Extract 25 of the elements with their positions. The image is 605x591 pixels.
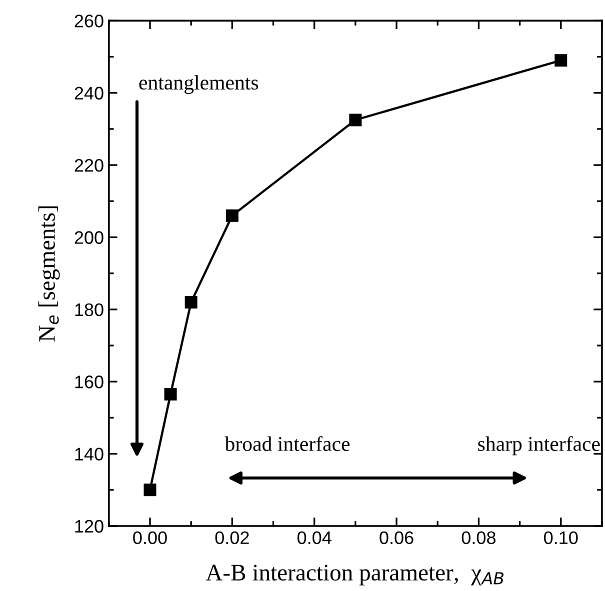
point <box>226 209 238 222</box>
point <box>554 54 568 67</box>
point <box>164 388 177 400</box>
y-tick-label: 260 <box>74 14 104 28</box>
y-tick-label: 220 <box>74 158 104 172</box>
x-axis-title: A-B interaction parameter, χ$_{AB}$ <box>206 564 504 586</box>
y-tick-label: 120 <box>75 520 104 533</box>
annotation: entanglements <box>139 75 258 94</box>
x-tick-label: 0.00 <box>133 531 167 544</box>
x-tick-label: 0.04 <box>297 531 332 544</box>
y-tick-label: 160 <box>75 376 104 388</box>
y-tick-label: 180 <box>75 303 104 316</box>
x-tick-label: 0.02 <box>215 531 249 544</box>
point <box>144 484 156 496</box>
y-tick-label: 200 <box>74 231 104 244</box>
annotation: broad interface <box>224 436 350 452</box>
y-tick-label: 240 <box>74 86 104 100</box>
x-tick-label: 0.10 <box>544 531 578 544</box>
y-tick-label: 140 <box>75 448 104 461</box>
y-axis-title: N$_{e}$ [segments] <box>38 206 60 342</box>
point <box>349 114 362 126</box>
annotation: sharp interface <box>478 436 600 456</box>
point <box>184 296 198 308</box>
x-tick-label: 0.06 <box>380 531 414 544</box>
x-tick-label: 0.08 <box>462 531 496 544</box>
